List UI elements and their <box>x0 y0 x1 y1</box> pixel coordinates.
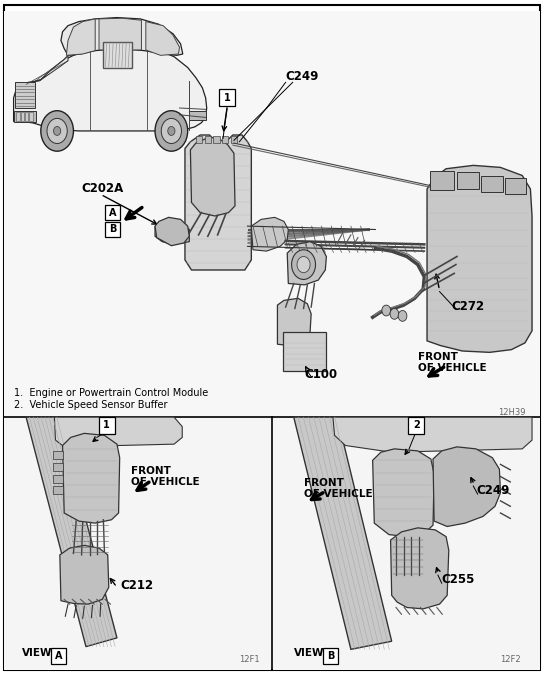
Circle shape <box>168 126 175 136</box>
Circle shape <box>161 118 182 144</box>
Circle shape <box>47 118 67 144</box>
Polygon shape <box>373 449 434 537</box>
Bar <box>283 332 326 371</box>
Bar <box>53 486 63 494</box>
Text: B: B <box>327 651 335 661</box>
Bar <box>273 417 540 670</box>
Polygon shape <box>294 417 392 649</box>
Polygon shape <box>155 217 189 246</box>
Bar <box>14 111 36 122</box>
Bar <box>4 417 271 670</box>
Bar <box>219 90 236 106</box>
Bar <box>408 417 424 433</box>
Bar <box>105 205 120 220</box>
Bar <box>105 222 120 237</box>
Polygon shape <box>190 138 235 216</box>
Circle shape <box>297 256 310 273</box>
Circle shape <box>292 250 316 279</box>
Polygon shape <box>333 417 532 452</box>
Polygon shape <box>63 433 120 523</box>
Bar <box>29 112 33 121</box>
Text: 2: 2 <box>413 421 419 430</box>
Text: OF VEHICLE: OF VEHICLE <box>418 362 486 373</box>
Text: FRONT: FRONT <box>418 352 458 362</box>
Circle shape <box>41 111 73 151</box>
Bar <box>21 112 24 121</box>
Text: 12F2: 12F2 <box>500 655 521 664</box>
Circle shape <box>53 126 61 136</box>
Circle shape <box>155 111 188 151</box>
Text: C202A: C202A <box>82 182 124 195</box>
Bar <box>430 171 454 190</box>
Bar <box>53 463 63 471</box>
Text: C255: C255 <box>442 573 475 586</box>
Bar <box>481 176 503 192</box>
Polygon shape <box>54 417 182 447</box>
Polygon shape <box>26 417 117 647</box>
Polygon shape <box>277 298 311 346</box>
Polygon shape <box>60 545 109 604</box>
Bar <box>51 649 66 664</box>
Circle shape <box>398 310 407 321</box>
Text: A: A <box>109 208 116 217</box>
Polygon shape <box>146 22 180 55</box>
Bar <box>205 136 211 143</box>
Text: C100: C100 <box>305 368 338 381</box>
Polygon shape <box>391 528 449 609</box>
Bar <box>457 172 479 189</box>
Polygon shape <box>35 55 68 81</box>
Polygon shape <box>185 135 251 270</box>
Text: VIEW: VIEW <box>22 648 52 658</box>
Text: 1: 1 <box>224 93 231 103</box>
Bar <box>4 11 540 417</box>
Bar <box>98 417 115 433</box>
Text: 1: 1 <box>103 421 110 430</box>
Text: 12H39: 12H39 <box>498 408 526 417</box>
Text: OF VEHICLE: OF VEHICLE <box>304 489 372 499</box>
Circle shape <box>390 308 399 319</box>
Text: B: B <box>109 225 116 234</box>
Polygon shape <box>251 217 288 251</box>
Polygon shape <box>61 18 183 55</box>
Polygon shape <box>66 19 95 55</box>
Bar <box>15 82 35 108</box>
Polygon shape <box>427 165 532 352</box>
Text: C212: C212 <box>121 578 154 591</box>
Bar <box>213 136 220 143</box>
Text: C249: C249 <box>286 70 319 82</box>
Bar <box>196 136 202 143</box>
Polygon shape <box>14 45 207 131</box>
Bar <box>53 451 63 459</box>
Circle shape <box>382 305 391 316</box>
Text: C249: C249 <box>476 484 509 497</box>
Text: FRONT: FRONT <box>304 478 343 488</box>
Polygon shape <box>155 221 189 244</box>
Bar <box>53 475 63 483</box>
Text: FRONT: FRONT <box>131 466 170 476</box>
Bar <box>189 111 206 120</box>
Polygon shape <box>99 18 141 50</box>
Text: OF VEHICLE: OF VEHICLE <box>131 477 199 487</box>
Text: 12F1: 12F1 <box>239 655 260 664</box>
Bar <box>16 112 20 121</box>
Text: C272: C272 <box>452 300 485 313</box>
Polygon shape <box>433 447 500 526</box>
Text: 1.  Engine or Powertrain Control Module: 1. Engine or Powertrain Control Module <box>14 388 208 398</box>
Bar <box>25 112 28 121</box>
Bar <box>505 178 526 194</box>
Text: 2.  Vehicle Speed Sensor Buffer: 2. Vehicle Speed Sensor Buffer <box>14 400 167 410</box>
Text: VIEW: VIEW <box>294 648 324 658</box>
Bar <box>103 42 132 68</box>
Polygon shape <box>287 242 326 285</box>
Bar <box>231 136 237 143</box>
Bar <box>323 649 338 664</box>
Text: A: A <box>55 651 63 661</box>
Bar <box>222 136 228 143</box>
